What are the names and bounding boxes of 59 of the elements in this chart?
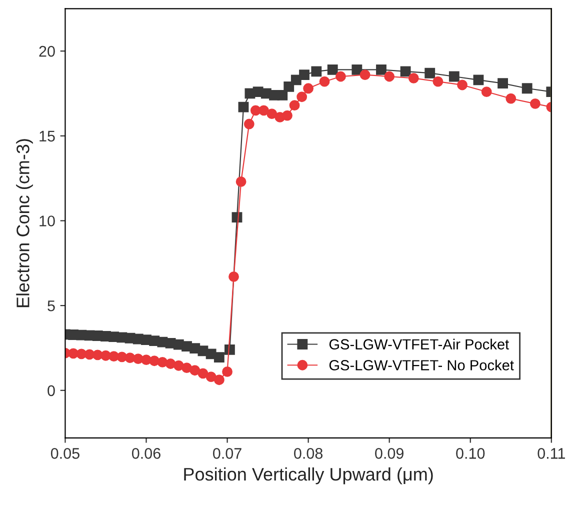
point: [198, 368, 208, 379]
point: [522, 83, 532, 94]
point: [282, 110, 292, 121]
point: [296, 92, 308, 102]
point: [530, 98, 540, 109]
point: [432, 76, 444, 87]
point: [258, 105, 269, 116]
point: [303, 83, 314, 94]
y-axis-title: Electron Conc (cm-3): [16, 139, 33, 308]
point: [214, 352, 224, 363]
point: [222, 366, 232, 377]
point: [141, 354, 152, 366]
point: [408, 72, 419, 84]
point: [206, 372, 216, 382]
point: [424, 68, 436, 78]
point: [473, 74, 484, 86]
point: [165, 358, 176, 369]
point: [277, 90, 288, 100]
point: [400, 66, 411, 77]
point: [311, 66, 322, 77]
point: [182, 362, 192, 374]
point: [457, 80, 468, 90]
point: [448, 71, 460, 82]
x-tick-label: 0.10: [456, 448, 485, 459]
point: [284, 81, 294, 92]
point: [506, 93, 516, 104]
y-tick-label: 5: [48, 300, 55, 312]
point: [266, 108, 278, 120]
y-tick-label: 20: [39, 46, 55, 57]
point: [214, 374, 224, 386]
x-tick-label: 0.06: [132, 448, 160, 459]
x-tick-label: 0.07: [213, 448, 242, 459]
point: [319, 76, 330, 87]
legend-label: GS-LGW-VTFET-Air Pocket: [329, 338, 509, 350]
point: [299, 70, 310, 80]
legend-label: GS-LGW-VTFET- No Pocket: [329, 360, 514, 370]
point: [228, 272, 239, 282]
point: [327, 64, 338, 75]
point: [481, 86, 492, 97]
point: [336, 71, 346, 82]
x-axis-title: Position Vertically Upward (μm): [184, 467, 433, 484]
point: [238, 102, 249, 112]
point: [352, 64, 362, 75]
point: [376, 64, 386, 75]
point: [360, 70, 370, 80]
x-tick-label: 0.08: [294, 448, 323, 459]
x-tick-label: 0.05: [50, 448, 80, 459]
point: [289, 100, 300, 111]
point: [190, 365, 200, 376]
y-tick-label: 10: [40, 216, 55, 226]
y-tick-label: 0: [48, 385, 55, 396]
point: [384, 71, 395, 82]
point: [498, 78, 508, 88]
x-tick-label: 0.09: [375, 448, 404, 459]
y-tick-label: 15: [40, 130, 55, 142]
point: [236, 176, 246, 187]
point: [173, 360, 184, 371]
x-tick-label: 0.11: [538, 448, 565, 459]
point: [244, 118, 254, 130]
